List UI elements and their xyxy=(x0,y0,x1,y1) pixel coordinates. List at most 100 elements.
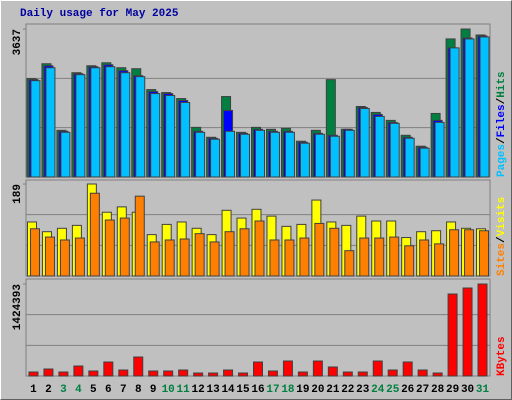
x-tick-label: 7 xyxy=(120,384,127,396)
bar xyxy=(449,229,460,277)
bar xyxy=(477,283,488,377)
bar xyxy=(434,121,445,178)
bar xyxy=(255,129,265,178)
bar xyxy=(195,131,206,178)
legend: Sites/Visits xyxy=(496,197,508,276)
x-tick-label: 19 xyxy=(296,384,309,396)
bar xyxy=(134,195,145,277)
bar xyxy=(267,370,278,377)
bar xyxy=(447,293,458,377)
bar xyxy=(165,95,176,178)
bar xyxy=(45,67,56,178)
bar xyxy=(404,245,415,277)
x-tick-label: 27 xyxy=(416,384,429,396)
bar xyxy=(135,76,146,178)
bar xyxy=(193,372,204,377)
legend-entry: Sites xyxy=(496,243,508,276)
x-tick-label: 4 xyxy=(75,384,82,396)
legend-separator: / xyxy=(496,97,508,104)
bar xyxy=(419,239,430,277)
bar xyxy=(374,237,385,277)
bar xyxy=(225,130,236,178)
bar xyxy=(60,131,71,178)
legend: Pages/Files/Hits xyxy=(496,71,508,177)
bar xyxy=(208,372,219,377)
chart-title: Daily usage for May 2025 xyxy=(20,8,179,20)
bar xyxy=(75,74,86,178)
bar xyxy=(269,239,280,277)
bar xyxy=(105,66,116,178)
x-tick-label: 13 xyxy=(206,384,220,396)
bar xyxy=(29,228,40,277)
x-tick-label: 31 xyxy=(476,384,490,396)
x-tick-label: 15 xyxy=(236,384,250,396)
bar xyxy=(419,147,430,178)
bar xyxy=(89,192,100,277)
x-tick-label: 10 xyxy=(162,384,175,396)
bar xyxy=(389,122,400,178)
bar xyxy=(238,372,249,377)
x-tick-label: 14 xyxy=(221,384,235,396)
bar xyxy=(58,371,69,377)
x-tick-label: 20 xyxy=(311,384,324,396)
bar xyxy=(344,250,355,277)
bar xyxy=(374,115,385,178)
x-tick-label: 16 xyxy=(251,384,264,396)
bar xyxy=(224,231,235,277)
x-tick-label: 18 xyxy=(281,384,295,396)
bar xyxy=(342,371,353,377)
bar xyxy=(434,243,445,277)
bar xyxy=(314,133,325,178)
bar xyxy=(90,67,101,178)
bar xyxy=(30,80,41,178)
bar xyxy=(178,369,189,377)
bar xyxy=(150,93,161,178)
x-tick-label: 30 xyxy=(461,384,474,396)
bar xyxy=(239,228,250,277)
x-tick-label: 3 xyxy=(60,384,67,396)
bar xyxy=(432,372,443,377)
bar xyxy=(417,369,428,377)
x-tick-label: 26 xyxy=(401,384,414,396)
bar xyxy=(209,241,220,277)
x-tick-label: 1 xyxy=(30,384,37,396)
bar xyxy=(88,370,99,377)
y-tick-label: 1424393 xyxy=(12,284,24,331)
x-tick-label: 17 xyxy=(266,384,279,396)
bar xyxy=(149,241,160,277)
bar xyxy=(163,370,174,377)
bar xyxy=(462,287,473,377)
bar xyxy=(449,47,460,178)
bar xyxy=(297,371,308,377)
bar xyxy=(284,131,295,178)
bar xyxy=(120,72,131,178)
bar xyxy=(44,236,55,277)
bar xyxy=(148,370,159,377)
bar xyxy=(210,138,221,178)
x-tick-label: 5 xyxy=(90,384,97,396)
x-tick-label: 21 xyxy=(326,384,340,396)
bar xyxy=(223,369,234,377)
bar xyxy=(180,101,191,178)
bar xyxy=(59,239,70,277)
bar xyxy=(299,142,310,178)
x-tick-label: 11 xyxy=(177,384,191,396)
bar xyxy=(73,365,84,377)
legend-entry: Visits xyxy=(496,197,508,237)
bar xyxy=(254,220,265,277)
bar xyxy=(372,360,383,377)
x-tick-label: 8 xyxy=(135,384,142,396)
bar xyxy=(118,369,129,377)
x-tick-label: 9 xyxy=(150,384,157,396)
bar xyxy=(43,368,54,377)
x-tick-label: 22 xyxy=(341,384,354,396)
bar xyxy=(479,36,490,178)
bar xyxy=(464,229,475,277)
bar xyxy=(194,233,205,277)
x-tick-label: 12 xyxy=(192,384,205,396)
x-tick-label: 2 xyxy=(45,384,52,396)
bar xyxy=(164,239,175,277)
plot-area xyxy=(25,278,491,377)
